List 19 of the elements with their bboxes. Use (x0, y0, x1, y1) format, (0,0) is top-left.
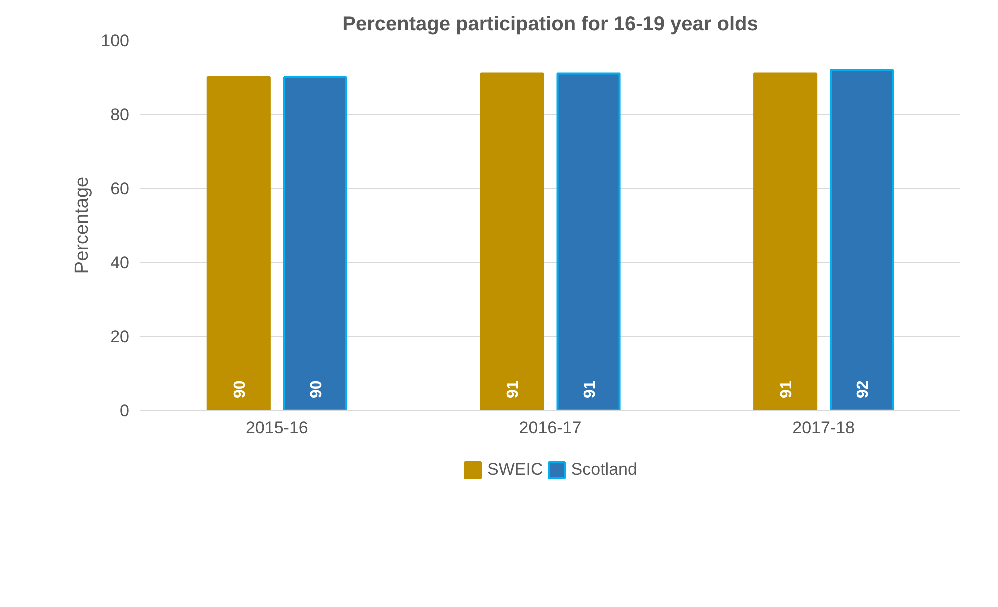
data-label: 90 (232, 380, 249, 398)
x-tick-label: 2016-17 (519, 418, 582, 438)
data-label: 91 (505, 380, 522, 398)
x-tick-label: 2015-16 (246, 418, 308, 438)
chart-title: Percentage participation for 16-19 year olds (342, 14, 758, 36)
y-tick-label: 100 (101, 32, 130, 50)
data-label: 92 (855, 380, 872, 398)
legend-label: SWEIC (488, 460, 544, 480)
y-tick-label: 40 (110, 254, 130, 272)
data-label: 90 (308, 380, 326, 398)
y-tick-label: 0 (120, 402, 130, 420)
legend-label: Scotland (571, 460, 638, 480)
y-tick-label: 60 (110, 180, 130, 198)
data-label: 91 (582, 380, 599, 398)
y-tick-label: 80 (110, 106, 130, 124)
x-tick-label: 2017-18 (792, 418, 856, 438)
y-axis-title: Percentage (72, 176, 94, 274)
y-tick-label: 20 (110, 328, 130, 346)
data-label: 91 (778, 380, 796, 398)
